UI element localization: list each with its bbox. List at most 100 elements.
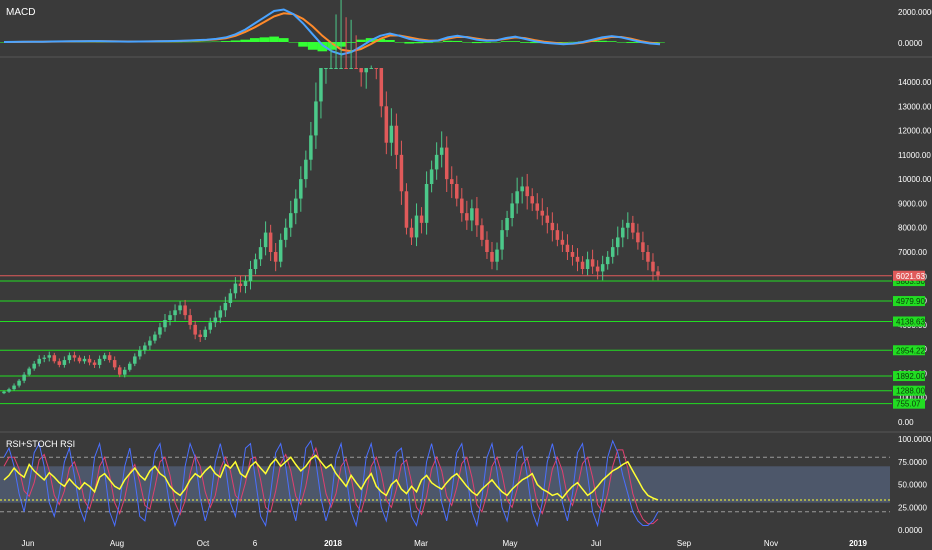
candle-body — [394, 125, 399, 155]
candle-body — [273, 252, 278, 262]
macd-histogram-bar — [269, 36, 279, 42]
candle-body — [248, 269, 253, 282]
macd-histogram-bar — [201, 41, 212, 43]
macd-histogram-bar — [491, 42, 501, 43]
candle-body — [27, 368, 31, 375]
price-tick-label: 1000.00 — [898, 394, 927, 403]
candle-body — [258, 247, 263, 260]
macd-histogram-bar — [414, 42, 424, 44]
macd-histogram-bar — [529, 42, 540, 44]
candle-body — [117, 367, 122, 375]
candle-body — [82, 358, 87, 362]
current-price-badge-bg — [893, 270, 925, 281]
macd-histogram-bar — [298, 42, 308, 47]
candle-body — [309, 135, 313, 160]
candle-body — [374, 68, 379, 69]
candle-body — [107, 355, 112, 361]
macd-histogram-bar — [375, 38, 386, 42]
candle-body — [379, 68, 384, 107]
macd-histogram-bar — [510, 41, 521, 42]
candle-body — [570, 252, 575, 257]
candle-body — [17, 380, 21, 386]
macd-histogram-bar — [192, 41, 202, 43]
candle-body — [77, 357, 82, 362]
macd-histogram-bar — [481, 42, 492, 43]
candle-body — [97, 358, 102, 365]
macd-histogram-bar — [327, 42, 337, 50]
candle-body — [133, 356, 137, 364]
candle-body — [193, 324, 197, 335]
level-badge-bg — [893, 276, 925, 287]
rsi-tick-label: 25.0000 — [898, 503, 927, 512]
candle-body — [233, 283, 238, 294]
candle-body — [510, 203, 514, 218]
candle-body — [364, 68, 368, 73]
candle-body — [314, 101, 318, 136]
macd-histogram-bar — [230, 40, 241, 42]
candle-body — [112, 360, 117, 368]
candle-body — [158, 327, 162, 335]
macd-line — [3, 8, 661, 56]
macd-histogram-bar — [626, 42, 636, 43]
macd-title: MACD — [6, 7, 35, 18]
level-badge-label: 4979.90 — [896, 297, 925, 306]
level-badge-bg — [893, 296, 925, 307]
macd-tick-0: 0.0000 — [898, 39, 923, 48]
candle-body — [283, 227, 288, 240]
macd-histogram-bar — [655, 42, 665, 43]
candle-body — [148, 340, 152, 346]
macd-panel[interactable]: MACD 2000.0000 0.0000 — [0, 7, 932, 56]
candle-body — [460, 198, 464, 214]
rsi-axis: 100.0000 75.0000 50.0000 25.0000 0.0000 — [898, 435, 932, 535]
candle-body — [419, 215, 424, 223]
rsi-panel[interactable]: RSI+STOCH RSI 100.0000 75.0000 50.0000 25.0… — [0, 435, 932, 535]
level-badge-label: 5803.50 — [896, 277, 925, 286]
candle-body — [243, 281, 248, 286]
macd-histogram-bar — [307, 42, 318, 50]
macd-histogram-bar — [288, 42, 299, 43]
macd-histogram-bar — [95, 41, 106, 43]
stoch-k-line — [3, 439, 659, 528]
time-axis: Jun Aug Oct 6 2018 Mar May Jul Sep Nov 2019 — [22, 539, 868, 548]
macd-histogram-bar — [442, 40, 453, 42]
candle-body — [52, 355, 57, 362]
rsi-title: RSI+STOCH RSI — [6, 439, 75, 449]
candle-body — [485, 239, 489, 252]
macd-histogram-bar — [211, 41, 222, 43]
candle-body — [444, 147, 449, 180]
candle-body — [575, 256, 580, 262]
candle-body — [626, 222, 630, 228]
macd-histogram-bar — [558, 42, 569, 43]
candle-body — [168, 315, 172, 320]
candle-body — [389, 125, 394, 143]
candle-body — [636, 232, 640, 243]
candle-body — [530, 196, 534, 204]
price-tick-label: 13000.00 — [898, 102, 932, 111]
level-badge-bg — [893, 398, 925, 409]
candle-body — [238, 283, 243, 286]
rsi-tick-label: 100.0000 — [898, 435, 932, 444]
candle-body — [369, 68, 374, 69]
macd-histogram-bar — [404, 42, 414, 44]
price-panel[interactable]: 14000.00 13000.00 12000.00 11000.00 10000.00… — [0, 0, 932, 427]
candle-body — [72, 355, 77, 358]
level-badge-label: 1892.00 — [896, 372, 925, 381]
candle-body — [384, 106, 389, 143]
macd-histogram-bar — [317, 42, 328, 52]
time-tick-label: May — [502, 539, 517, 548]
candle-body — [641, 242, 645, 252]
candle-body — [324, 68, 328, 69]
candle-body — [62, 360, 67, 365]
macd-histogram-bar — [433, 41, 443, 43]
candle-body — [595, 266, 600, 272]
candle-body — [354, 68, 358, 69]
candle-body — [404, 191, 409, 228]
candle-body — [183, 305, 187, 316]
support-lines — [0, 280, 892, 405]
candle-body — [399, 154, 404, 192]
candle-body — [42, 357, 47, 359]
candle-body — [656, 271, 660, 276]
candle-body — [304, 159, 308, 180]
candle-body — [288, 213, 293, 228]
